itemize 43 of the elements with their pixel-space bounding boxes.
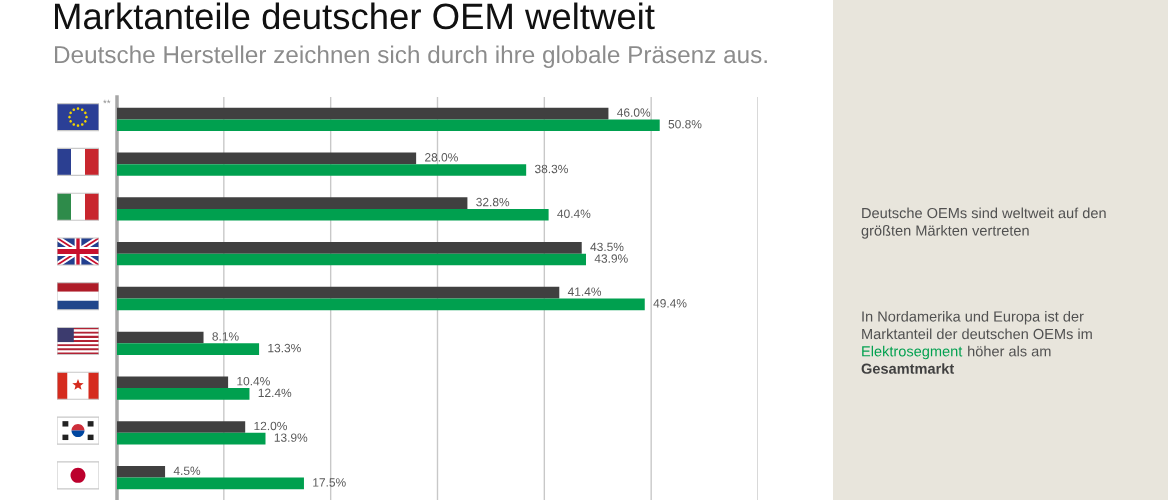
text: Gesamtmarkt	[861, 363, 955, 374]
bar	[117, 477, 304, 490]
bar	[117, 331, 204, 344]
data-label: 4.5%	[173, 466, 201, 475]
bar	[117, 164, 527, 176]
data-label: 12.0%	[254, 421, 287, 431]
data-label: 41.4%	[567, 287, 602, 296]
data-label: 38.3%	[534, 164, 568, 174]
data-label: 13.3%	[268, 343, 301, 353]
chart-subtitle: Deutsche Hersteller zeichnen sich durch ihre globale Präsenz aus.	[54, 45, 767, 69]
chart-title: Marktanteile deutscher OEM weltweit	[55, 2, 655, 30]
bar	[117, 432, 266, 445]
data-label: 43.5%	[590, 242, 624, 252]
data-label: 40.4%	[557, 209, 591, 218]
data-label: 50.8%	[668, 119, 702, 129]
bar	[117, 298, 645, 311]
text: höher als am	[968, 345, 1051, 357]
bar	[117, 421, 246, 433]
bar	[117, 465, 166, 478]
text: Elektrosegment	[862, 345, 963, 360]
data-label: 13.9%	[274, 433, 308, 442]
data-label: 28.0%	[425, 153, 458, 162]
bar	[117, 376, 229, 389]
bar	[117, 286, 560, 299]
text: Deutsche OEMs sind weltweit auf den größten Märkten vertreten	[861, 207, 1106, 239]
data-label: 46.0%	[617, 108, 651, 117]
data-label: 49.4%	[653, 299, 687, 308]
data-label: 12.4%	[258, 388, 292, 398]
bar	[117, 208, 549, 221]
bar	[117, 388, 250, 400]
data-label: 32.8%	[476, 197, 510, 207]
bar	[117, 242, 582, 254]
data-label: 10.4%	[237, 376, 270, 386]
data-label: 43.9%	[594, 254, 628, 263]
bar	[117, 253, 586, 266]
bar	[117, 197, 468, 209]
bar	[117, 343, 260, 355]
data-label: 8.1%	[212, 332, 239, 341]
bar	[117, 152, 417, 165]
bar	[117, 107, 609, 120]
text: **	[103, 99, 111, 104]
data-label: 17.5%	[313, 478, 346, 487]
bar	[117, 119, 660, 132]
